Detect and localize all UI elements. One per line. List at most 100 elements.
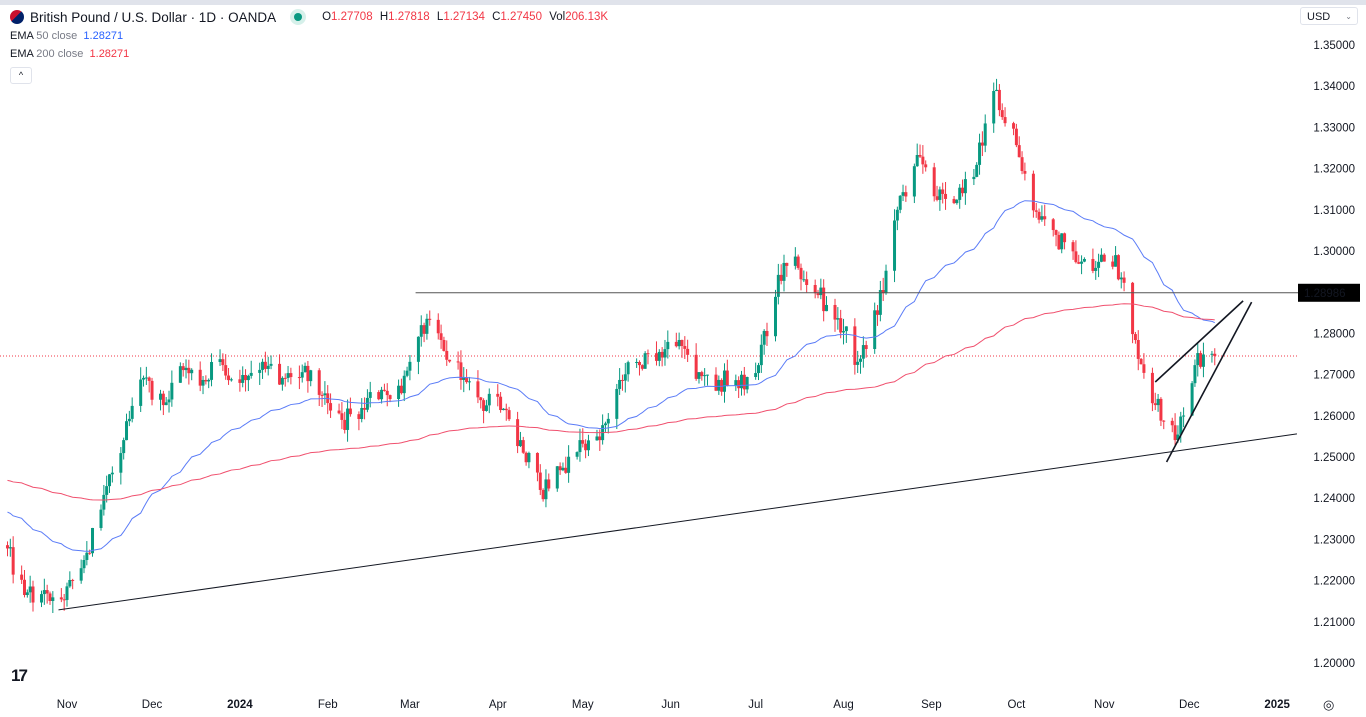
candle-body [130, 405, 134, 419]
candle-body [904, 192, 908, 197]
candle-body [856, 361, 860, 365]
candle-body [686, 348, 690, 355]
candle-body [705, 374, 709, 376]
candle-body [756, 365, 760, 374]
candle-body [836, 318, 840, 320]
candle-body [283, 377, 287, 379]
candle-body [210, 361, 214, 380]
candle-body [995, 89, 999, 91]
candle-body [1176, 434, 1180, 441]
settings-icon[interactable]: ◎ [1323, 697, 1335, 712]
candle-body [266, 365, 270, 369]
y-tick-label: 1.20000 [1313, 658, 1355, 670]
candle-body [683, 345, 687, 349]
collapse-legend-button[interactable]: ^ [10, 67, 32, 84]
candle-body [357, 414, 361, 419]
candle-body [666, 341, 670, 350]
candle-body [1091, 258, 1095, 271]
candle-body [167, 399, 171, 403]
chevron-down-icon: ⌄ [1345, 12, 1352, 21]
x-tick-label: 2025 [1264, 699, 1290, 711]
candle-body [1111, 261, 1115, 267]
indicator-value: 1.28271 [83, 30, 124, 42]
candle-body [462, 377, 466, 380]
candle-body [745, 376, 749, 390]
close-value: 1.27450 [500, 11, 542, 23]
candle-body [558, 466, 562, 471]
candle-body [694, 354, 698, 379]
candle-body [796, 256, 800, 268]
candle-body [626, 362, 630, 375]
candle-body [144, 377, 148, 379]
candle-body [428, 318, 432, 320]
ema50-line [7, 200, 1215, 552]
candle-body [1040, 216, 1044, 220]
indicator-ema200[interactable]: EMA 200 close 1.28271 [10, 48, 608, 62]
candle-body [504, 408, 508, 411]
candle-body [737, 380, 741, 389]
candle-body [1196, 353, 1200, 366]
candle-body [1020, 157, 1024, 172]
candle-body [1139, 358, 1143, 365]
ohlc-values: O1.27708 H1.27818 L1.27134 C1.27450 Vol2… [318, 11, 608, 23]
candle-body [1131, 282, 1135, 335]
indicator-name: EMA [10, 30, 34, 42]
candle-body [142, 377, 146, 380]
candle-body [507, 410, 511, 420]
candle-body [187, 367, 191, 374]
candle-body [244, 375, 248, 381]
candle-body [1080, 261, 1084, 264]
tradingview-logo[interactable]: 17 [11, 666, 28, 685]
candle-body [878, 289, 882, 315]
candle-body [924, 164, 928, 168]
candle-body [1023, 171, 1027, 174]
indicator-params: 50 close [36, 30, 78, 42]
y-tick-label: 1.27000 [1313, 370, 1355, 382]
candle-body [317, 370, 321, 395]
x-tick-label: Nov [57, 699, 78, 711]
candle-body [499, 396, 503, 411]
symbol-title[interactable]: British Pound / U.S. Dollar · 1D · OANDA [30, 9, 277, 25]
candle-body [377, 392, 381, 400]
candle-body [643, 353, 647, 369]
candle-body [598, 436, 602, 441]
candle-body [1012, 123, 1016, 129]
candle-body [975, 164, 979, 177]
candle-body [561, 467, 565, 471]
candle-body [161, 393, 165, 406]
y-tick-label: 1.25000 [1313, 452, 1355, 464]
resistance-price-label: 1.28986 [1304, 288, 1346, 300]
candle-body [184, 367, 188, 371]
candle-body [5, 545, 9, 549]
indicator-ema50[interactable]: EMA 50 close 1.28271 [10, 30, 608, 44]
candle-body [901, 192, 905, 196]
currency-select[interactable]: USD ⌄ [1300, 7, 1358, 25]
candle-body [703, 375, 707, 377]
volume-value: 206.13K [565, 11, 609, 23]
candle-body [958, 187, 962, 200]
candle-body [1114, 255, 1118, 267]
candle-body [59, 597, 63, 600]
candle-body [1043, 216, 1047, 220]
candle-body [864, 345, 868, 350]
candle-body [1156, 398, 1160, 406]
candle-body [45, 590, 49, 594]
indicator-name: EMA [10, 48, 34, 60]
indicator-value: 1.28271 [89, 48, 130, 60]
candle-body [1057, 234, 1061, 250]
candle-body [547, 479, 551, 489]
candle-body [442, 339, 446, 351]
high-value: 1.27818 [388, 11, 430, 23]
candle-body [79, 568, 83, 581]
x-tick-label: May [572, 699, 594, 711]
candle-body [85, 552, 89, 560]
candle-body [1162, 420, 1166, 422]
candle-body [739, 374, 743, 389]
candle-body [674, 341, 678, 347]
candle-body [586, 440, 590, 451]
candle-body [343, 419, 347, 430]
candle-body [1150, 372, 1154, 404]
candle-body [8, 547, 12, 549]
candle-body [944, 193, 948, 199]
